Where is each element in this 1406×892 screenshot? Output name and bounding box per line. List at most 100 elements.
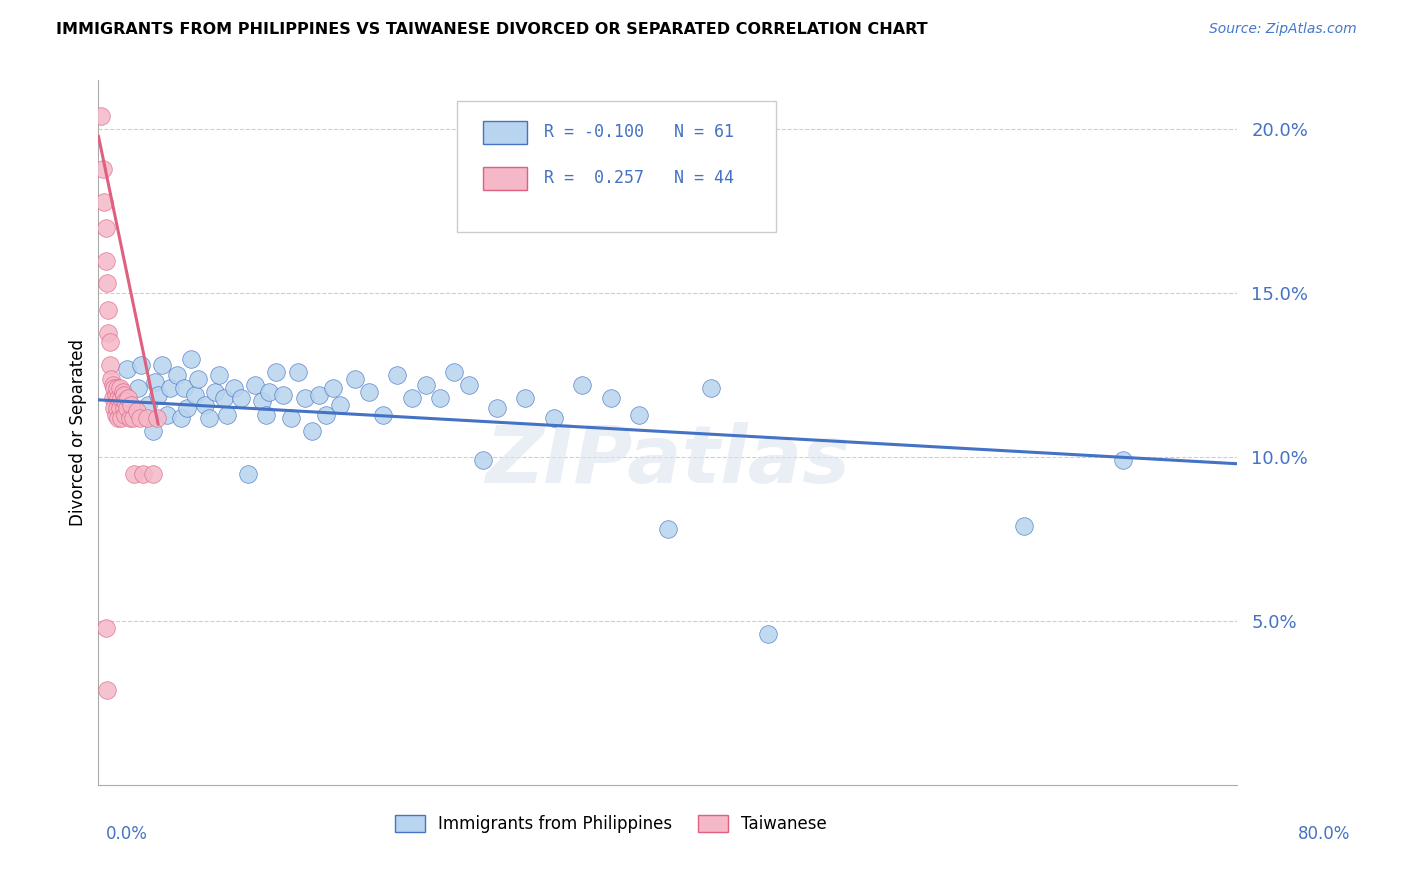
- Point: [141, 467, 163, 481]
- Point: [97, 326, 120, 340]
- Point: [571, 378, 593, 392]
- Point: [104, 388, 127, 402]
- Point: [146, 410, 169, 425]
- Point: [127, 381, 149, 395]
- Point: [166, 368, 188, 383]
- Point: [110, 391, 132, 405]
- Point: [94, 253, 117, 268]
- Point: [373, 408, 395, 422]
- Point: [254, 408, 277, 422]
- Point: [101, 378, 124, 392]
- Point: [457, 378, 479, 392]
- Point: [429, 391, 451, 405]
- Point: [94, 621, 117, 635]
- Point: [125, 404, 148, 418]
- Point: [543, 410, 565, 425]
- Point: [471, 453, 494, 467]
- Point: [103, 381, 125, 395]
- Point: [122, 467, 145, 481]
- Point: [222, 381, 245, 395]
- Point: [180, 351, 202, 366]
- Point: [176, 401, 198, 415]
- Point: [308, 388, 330, 402]
- Point: [387, 368, 409, 383]
- Point: [107, 391, 129, 405]
- Text: R =  0.257   N = 44: R = 0.257 N = 44: [544, 169, 734, 187]
- Point: [266, 365, 288, 379]
- Point: [121, 410, 143, 425]
- Text: Source: ZipAtlas.com: Source: ZipAtlas.com: [1209, 22, 1357, 37]
- Point: [108, 381, 131, 395]
- FancyBboxPatch shape: [484, 121, 527, 144]
- Point: [115, 361, 138, 376]
- Point: [112, 401, 135, 415]
- Point: [135, 410, 157, 425]
- FancyBboxPatch shape: [484, 167, 527, 189]
- Point: [443, 365, 465, 379]
- Point: [1012, 519, 1035, 533]
- Point: [107, 410, 129, 425]
- Point: [141, 424, 163, 438]
- Point: [111, 384, 134, 399]
- Point: [187, 371, 209, 385]
- Text: ZIPatlas: ZIPatlas: [485, 422, 851, 500]
- Point: [657, 522, 679, 536]
- Point: [208, 368, 231, 383]
- Point: [112, 388, 135, 402]
- Point: [486, 401, 509, 415]
- Point: [96, 277, 118, 291]
- Point: [103, 401, 125, 415]
- Point: [108, 401, 131, 415]
- Point: [329, 398, 352, 412]
- Point: [170, 410, 193, 425]
- Point: [114, 408, 136, 422]
- Point: [148, 388, 170, 402]
- Point: [515, 391, 537, 405]
- Point: [184, 388, 207, 402]
- Point: [301, 424, 323, 438]
- Point: [315, 408, 337, 422]
- Point: [128, 410, 150, 425]
- Point: [91, 161, 114, 176]
- Point: [194, 398, 217, 412]
- Point: [287, 365, 309, 379]
- Point: [1112, 453, 1135, 467]
- Point: [120, 398, 142, 412]
- Point: [357, 384, 380, 399]
- Point: [156, 408, 179, 422]
- Point: [236, 467, 259, 481]
- Point: [104, 408, 127, 422]
- Point: [159, 381, 181, 395]
- Point: [173, 381, 195, 395]
- Point: [114, 394, 136, 409]
- Point: [98, 359, 121, 373]
- Point: [243, 378, 266, 392]
- Point: [756, 627, 779, 641]
- Point: [198, 410, 221, 425]
- Point: [100, 371, 122, 385]
- Point: [280, 410, 302, 425]
- Point: [401, 391, 423, 405]
- Point: [96, 682, 118, 697]
- Text: IMMIGRANTS FROM PHILIPPINES VS TAIWANESE DIVORCED OR SEPARATED CORRELATION CHART: IMMIGRANTS FROM PHILIPPINES VS TAIWANESE…: [56, 22, 928, 37]
- Text: R = -0.100   N = 61: R = -0.100 N = 61: [544, 123, 734, 142]
- Point: [105, 381, 128, 395]
- Point: [343, 371, 366, 385]
- Point: [415, 378, 437, 392]
- Point: [115, 401, 138, 415]
- Point: [212, 391, 235, 405]
- Point: [93, 194, 115, 209]
- Point: [97, 302, 120, 317]
- Point: [105, 401, 128, 415]
- Point: [294, 391, 316, 405]
- Point: [628, 408, 651, 422]
- Y-axis label: Divorced or Separated: Divorced or Separated: [69, 339, 87, 526]
- Point: [101, 391, 124, 405]
- Point: [131, 467, 153, 481]
- Point: [250, 394, 273, 409]
- Point: [600, 391, 623, 405]
- Point: [152, 359, 174, 373]
- Point: [129, 359, 152, 373]
- Point: [117, 391, 139, 405]
- Point: [118, 410, 141, 425]
